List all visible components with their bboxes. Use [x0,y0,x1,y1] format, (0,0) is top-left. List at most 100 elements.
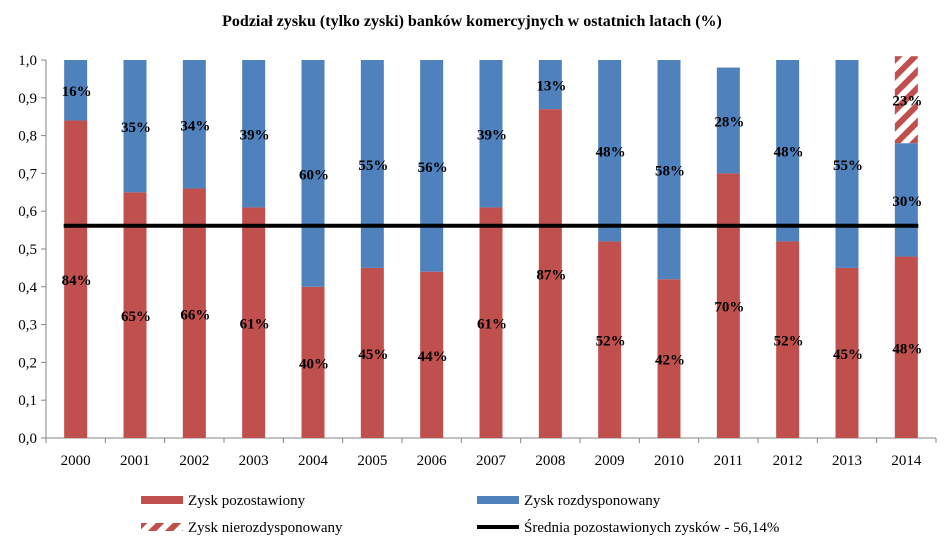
y-tick-label: 0,4 [18,280,37,296]
bar-segment [301,60,325,287]
data-label: 65% [121,309,151,325]
bar-segment [182,188,206,438]
x-tick-label: 2008 [535,453,565,469]
bar-segment [835,60,859,268]
bar-segment [242,207,266,438]
data-label: 39% [240,128,270,144]
data-label: 45% [833,347,863,363]
x-tick-label: 2007 [476,453,507,469]
y-tick-label: 0,9 [18,91,37,107]
x-tick-label: 2012 [773,453,803,469]
data-label: 56% [418,160,448,176]
bar-segment [64,60,88,121]
data-label: 40% [299,356,329,372]
bar-segment [123,60,147,193]
bar-segment [657,279,681,438]
data-label: 35% [121,120,151,136]
y-tick-label: 0,2 [18,355,37,371]
legend-swatch [141,496,183,504]
x-tick-label: 2005 [357,453,387,469]
data-label: 34% [180,118,210,134]
chart-title: Podział zysku (tylko zyski) banków komer… [222,13,722,30]
y-tick-label: 0,5 [18,242,37,258]
x-tick-label: 2000 [61,453,91,469]
bar-segment [776,60,800,242]
x-tick-label: 2014 [891,453,922,469]
x-tick-label: 2013 [832,453,862,469]
chart-legend: Zysk pozostawiony Zysk rozdysponowany Zysk… [141,493,779,536]
bar-segment [123,192,147,438]
x-tick-label: 2004 [298,453,329,469]
data-label: 23% [892,94,922,110]
bar-segment [301,286,325,438]
y-tick-label: 0,7 [18,166,37,182]
bar-segment [776,241,800,438]
data-label: 61% [477,317,507,333]
legend-label: Zysk pozostawiony [188,493,306,509]
legend-swatch [477,496,519,504]
data-label: 87% [536,268,566,284]
bar-segment [479,207,503,438]
bar-segment [538,109,562,438]
y-tick-label: 0,1 [18,393,37,409]
bar-segment [894,56,918,144]
x-tick-label: 2003 [239,453,269,469]
legend-item-zysk-nierozdysponowany: Zysk nierozdysponowany [141,520,343,536]
data-label: 48% [596,145,626,161]
data-label: 48% [774,145,804,161]
bar-segment [242,60,266,208]
bar-segment [360,267,384,438]
legend-item-srednia: Średnia pozostawionych zysków - 56,14% [477,519,779,536]
data-label: 58% [655,164,685,180]
data-label: 13% [536,79,566,95]
data-label: 45% [358,347,388,363]
data-label: 52% [596,334,626,350]
x-tick-label: 2010 [654,453,684,469]
bar-segment [716,67,740,174]
legend-label: Zysk rozdysponowany [524,493,661,509]
legend-item-zysk-pozostawiony: Zysk pozostawiony [141,493,306,509]
x-tick-label: 2002 [179,453,209,469]
bar-segment [479,60,503,208]
data-label: 39% [477,128,507,144]
legend-item-zysk-rozdysponowany: Zysk rozdysponowany [477,493,661,509]
x-tick-label: 2009 [595,453,625,469]
y-tick-label: 0,6 [18,204,37,220]
chart-data-labels: 84% 65% 66% 61% 40% 45% 44% 61% 87% 52% 42% 70% 52% 4… [62,79,923,373]
data-label: 61% [240,317,270,333]
y-tick-label: 0,3 [18,318,37,334]
data-label: 55% [358,158,388,174]
x-tick-label: 2006 [417,453,448,469]
bar-segment [598,241,622,438]
legend-label: Zysk nierozdysponowany [188,520,343,536]
data-label: 55% [833,158,863,174]
chart-axes: 0,0 0,1 0,2 0,3 0,4 0,5 0,6 0,7 0,8 0,9 1,0 2000 200… [18,53,937,469]
data-label: 44% [418,349,448,365]
y-tick-label: 1,0 [18,53,37,69]
data-label: 66% [180,307,210,323]
y-tick-label: 0,0 [18,431,37,447]
bar-segment [894,256,918,438]
legend-swatch [141,523,183,531]
x-tick-label: 2001 [120,453,150,469]
bar-segment [835,267,859,438]
bar-segment [182,60,206,189]
bar-segment [538,60,562,110]
legend-label: Średnia pozostawionych zysków - 56,14% [524,519,779,536]
data-label: 42% [655,353,685,369]
chart-bars [64,56,918,438]
x-tick-label: 2011 [714,453,743,469]
bar-segment [360,60,384,268]
data-label: 16% [62,84,92,100]
bar-segment [598,60,622,242]
y-tick-label: 0,8 [18,129,37,145]
data-label: 52% [774,334,804,350]
bar-segment [64,120,88,438]
data-label: 60% [299,167,329,183]
bar-segment [420,60,444,272]
data-label: 70% [714,300,744,316]
bar-segment [420,271,444,438]
data-label: 84% [62,273,92,289]
bar-segment [894,143,918,257]
